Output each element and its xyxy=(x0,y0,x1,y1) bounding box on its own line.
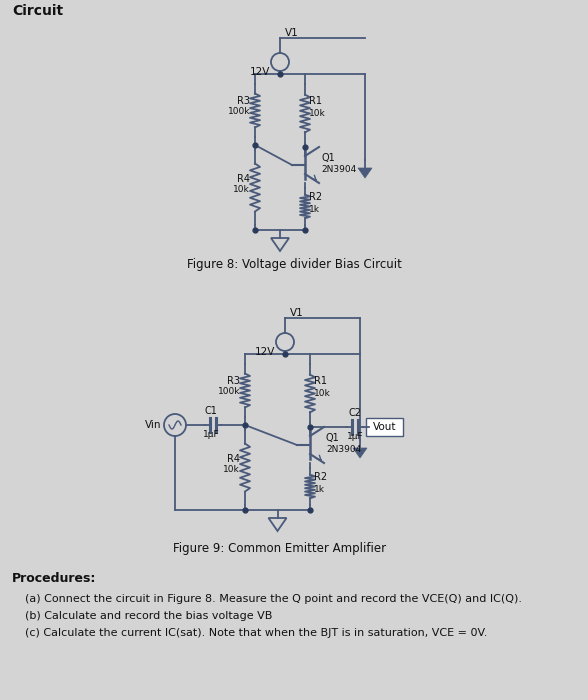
Text: 100k: 100k xyxy=(218,388,240,396)
Text: Q1: Q1 xyxy=(326,433,340,443)
Text: 2N3904: 2N3904 xyxy=(321,165,356,174)
Text: V1: V1 xyxy=(290,308,304,318)
Text: 10k: 10k xyxy=(309,108,326,118)
Text: 2N3904: 2N3904 xyxy=(326,445,361,454)
Text: R1: R1 xyxy=(309,97,322,106)
Polygon shape xyxy=(353,448,367,458)
Text: R4: R4 xyxy=(227,454,240,463)
Text: 12V: 12V xyxy=(255,347,275,357)
Text: R4: R4 xyxy=(237,174,250,183)
Text: R3: R3 xyxy=(237,95,250,106)
Text: 1μF: 1μF xyxy=(203,430,219,439)
Text: (a) Connect the circuit in Figure 8. Measure the Q point and record the VCE(Q) a: (a) Connect the circuit in Figure 8. Mea… xyxy=(25,594,522,604)
Text: 10k: 10k xyxy=(223,466,240,475)
Text: 10k: 10k xyxy=(233,186,250,195)
Text: 100k: 100k xyxy=(228,108,250,116)
Text: R3: R3 xyxy=(227,375,240,386)
Text: R2: R2 xyxy=(309,193,322,202)
Text: Procedures:: Procedures: xyxy=(12,572,96,585)
Text: (c) Calculate the current IC(sat). Note that when the BJT is in saturation, VCE : (c) Calculate the current IC(sat). Note … xyxy=(25,628,487,638)
Text: Vin: Vin xyxy=(145,420,161,430)
Text: 1μF: 1μF xyxy=(347,432,363,441)
FancyBboxPatch shape xyxy=(366,418,403,436)
Text: (b) Calculate and record the bias voltage VB: (b) Calculate and record the bias voltag… xyxy=(25,611,272,621)
Text: Figure 9: Common Emitter Amplifier: Figure 9: Common Emitter Amplifier xyxy=(173,542,386,555)
Text: R1: R1 xyxy=(314,377,327,386)
Text: Circuit: Circuit xyxy=(12,4,63,18)
Text: 12V: 12V xyxy=(250,67,270,77)
Text: 1k: 1k xyxy=(314,484,325,494)
Text: Figure 8: Voltage divider Bias Circuit: Figure 8: Voltage divider Bias Circuit xyxy=(186,258,402,271)
Text: 1k: 1k xyxy=(309,204,320,214)
Text: Vout: Vout xyxy=(373,422,396,432)
Text: C1: C1 xyxy=(205,406,218,416)
Text: 10k: 10k xyxy=(314,389,330,398)
Text: C2: C2 xyxy=(349,408,362,418)
Polygon shape xyxy=(358,168,372,178)
Text: Q1: Q1 xyxy=(321,153,335,163)
Text: V1: V1 xyxy=(285,28,299,38)
Text: R2: R2 xyxy=(314,473,327,482)
